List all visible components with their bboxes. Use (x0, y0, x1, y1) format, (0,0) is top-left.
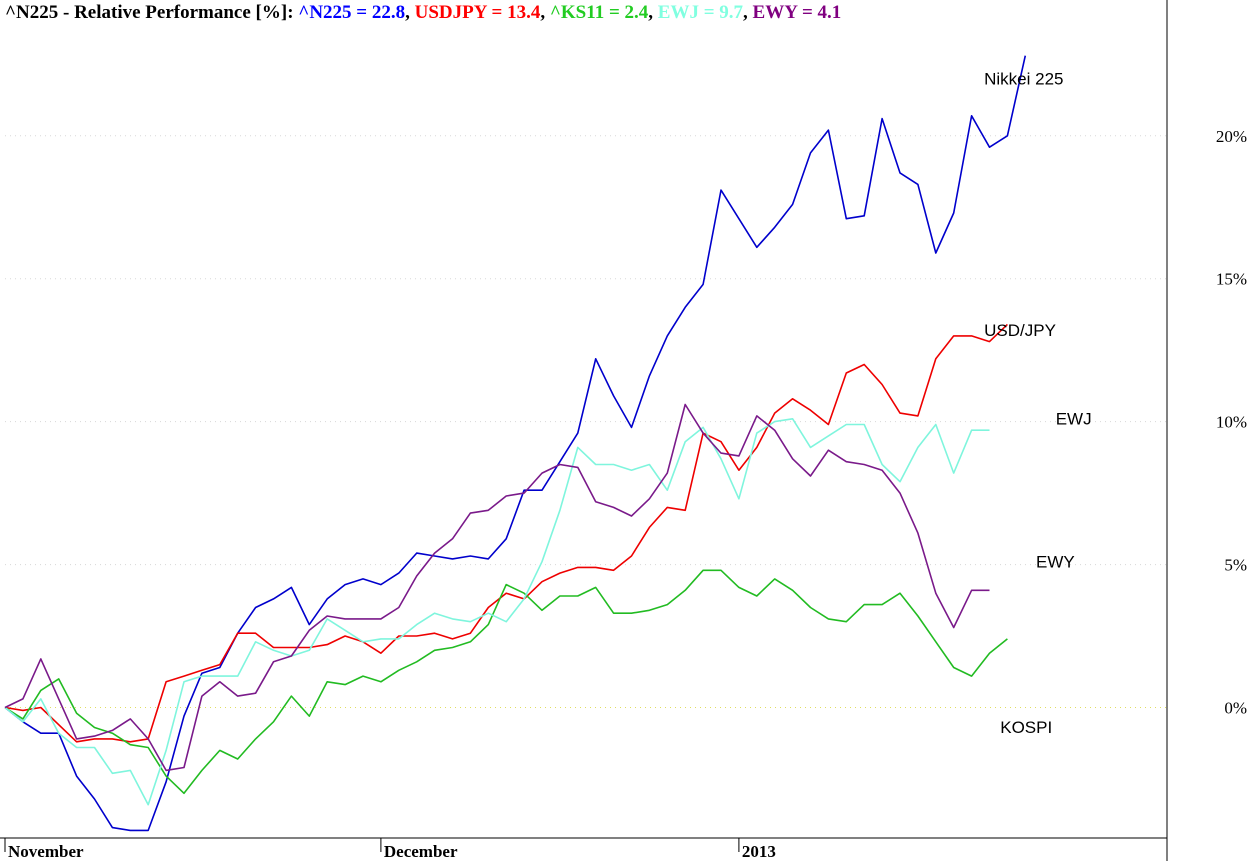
series-annotation: EWY (1036, 552, 1075, 571)
series-annotation: Nikkei 225 (984, 69, 1063, 88)
title-entry: ^KS11 = 2.4 (545, 2, 649, 23)
series-line-usdjpy (4, 323, 1008, 743)
series-lines (4, 55, 1027, 832)
series-line-n225 (4, 55, 1027, 832)
title-entry: USDJPY = 13.4 (410, 2, 541, 23)
y-tick-label: 20% (1216, 127, 1247, 146)
series-annotations: Nikkei 225 USD/JPY EWJ EWY KOSPI (984, 69, 1091, 737)
y-tick-label: 15% (1216, 270, 1247, 289)
x-tick-label: November (8, 842, 84, 861)
title-entry: ^N225 = 22.8 (298, 2, 405, 23)
grid-lines (5, 135, 1167, 709)
chart-title-main: ^N225 - Relative Performance [%]: (5, 2, 294, 23)
y-tick-labels: 0% 5% 10% 15% 20% (1216, 127, 1247, 718)
series-annotation: EWJ (1056, 410, 1092, 429)
chart-title: ^N225 - Relative Performance [%]: ^N225 … (5, 2, 841, 23)
y-tick-label: 5% (1224, 556, 1247, 575)
title-separator: , (405, 2, 410, 23)
series-annotation: USD/JPY (984, 321, 1056, 340)
title-entry: EWJ = 9.7 (653, 2, 743, 23)
title-separator: , (648, 2, 653, 23)
title-separator: , (743, 2, 748, 23)
title-separator: , (540, 2, 545, 23)
series-line-ewj (4, 417, 990, 806)
x-tick-labels: November December 2013 (8, 842, 776, 861)
series-line-ks11 (4, 569, 1008, 795)
series-annotation: KOSPI (1000, 718, 1052, 737)
x-tick-label: 2013 (742, 842, 776, 861)
y-tick-label: 10% (1216, 413, 1247, 432)
title-entry: EWY = 4.1 (748, 2, 842, 23)
series-line-ewy (4, 403, 990, 772)
x-tick-label: December (384, 842, 458, 861)
y-tick-label: 0% (1224, 699, 1247, 718)
axes (0, 0, 1168, 861)
